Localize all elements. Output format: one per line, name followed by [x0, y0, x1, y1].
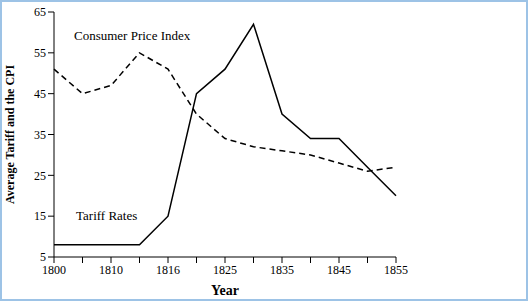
svg-text:15: 15	[34, 209, 46, 223]
html-text:Tariff Rates: Tariff Rates	[76, 208, 138, 223]
svg-text:1835: 1835	[270, 263, 294, 277]
svg-text:1855: 1855	[384, 263, 408, 277]
svg-text:45: 45	[34, 87, 46, 101]
svg-text:35: 35	[34, 128, 46, 142]
svg-text:1810: 1810	[99, 263, 123, 277]
svg-text:Year: Year	[211, 283, 239, 298]
svg-text:55: 55	[34, 46, 46, 60]
svg-text:65: 65	[34, 5, 46, 19]
html-text:Consumer Price Index: Consumer Price Index	[74, 28, 191, 43]
svg-text:25: 25	[34, 169, 46, 183]
svg-text:1845: 1845	[327, 263, 351, 277]
svg-text:1800: 1800	[42, 263, 66, 277]
svg-text:1825: 1825	[213, 263, 237, 277]
svg-text:Average Tariff and the CPI: Average Tariff and the CPI	[8, 65, 17, 204]
svg-text:1816: 1816	[156, 263, 180, 277]
svg-text:5: 5	[40, 250, 46, 264]
